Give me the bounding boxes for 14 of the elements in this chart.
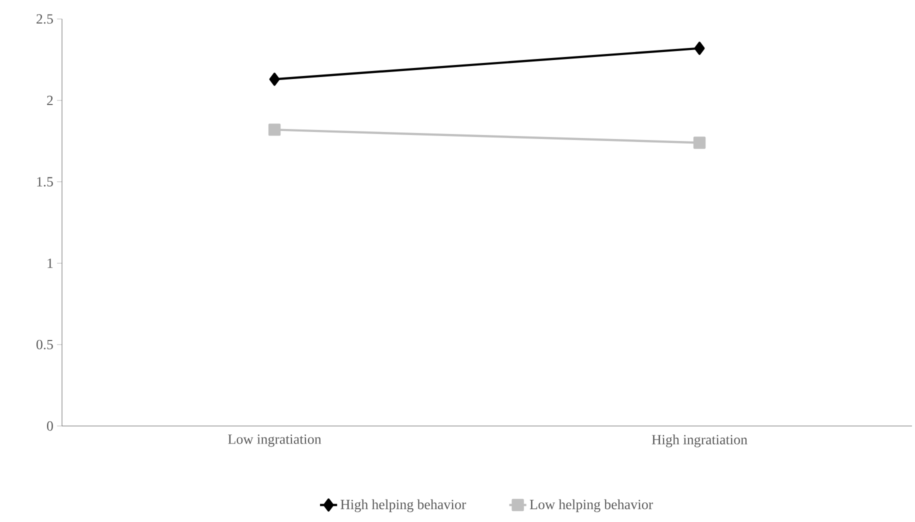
point bbox=[694, 42, 705, 55]
y-tick-label: 1.5 bbox=[37, 177, 53, 187]
point bbox=[693, 136, 706, 149]
x-tick-label: High ingratiation bbox=[652, 434, 748, 448]
point bbox=[268, 124, 281, 136]
legend-label: High helping behavior bbox=[340, 499, 466, 512]
x-tick-label: Low ingratiation bbox=[228, 434, 322, 447]
y-tick-label: 2 bbox=[47, 96, 53, 106]
legend-label: Low helping behavior bbox=[530, 499, 653, 512]
y-tick-label: 1 bbox=[48, 258, 53, 268]
y-tick-label: 0 bbox=[47, 421, 53, 431]
y-tick-label: 0.5 bbox=[36, 340, 53, 350]
point bbox=[269, 72, 280, 86]
y-tick-label: 2.5 bbox=[36, 14, 53, 24]
